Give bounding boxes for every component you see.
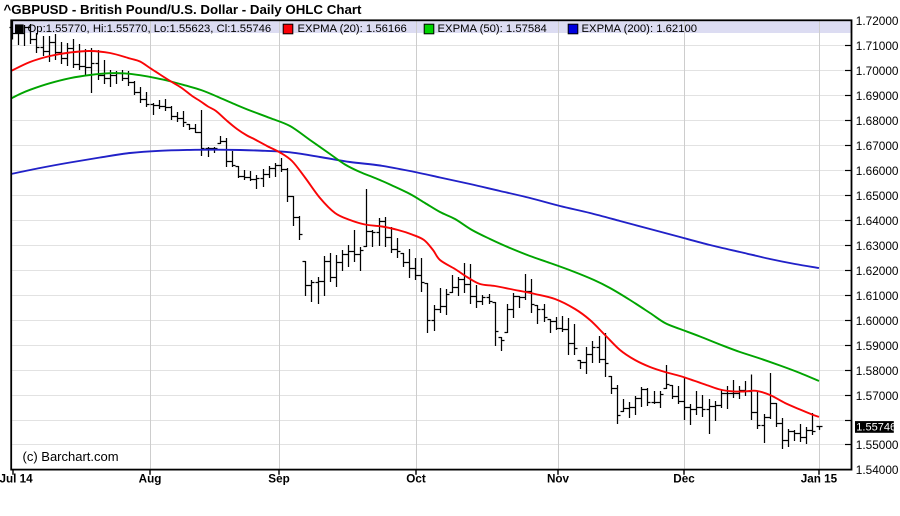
svg-text:Aug: Aug [139, 472, 162, 485]
svg-text:1.72000: 1.72000 [856, 14, 899, 28]
svg-text:EXPMA (50): 1.57584: EXPMA (50): 1.57584 [438, 23, 547, 35]
svg-text:1.61000: 1.61000 [856, 289, 899, 303]
svg-text:1.59000: 1.59000 [856, 339, 899, 353]
svg-text:EXPMA (20): 1.56166: EXPMA (20): 1.56166 [298, 23, 407, 35]
svg-text:1.67000: 1.67000 [856, 139, 899, 153]
svg-text:Oct: Oct [406, 472, 426, 485]
svg-text:1.57000: 1.57000 [856, 389, 899, 403]
svg-text:1.55000: 1.55000 [856, 438, 899, 452]
svg-text:(c) Barchart.com: (c) Barchart.com [23, 449, 119, 464]
svg-text:1.69000: 1.69000 [856, 89, 899, 103]
svg-text:1.58000: 1.58000 [856, 364, 899, 378]
svg-text:1.55746: 1.55746 [856, 422, 896, 434]
svg-text:Nov: Nov [547, 472, 570, 485]
svg-text:^GBPUSD - British Pound/U.S. D: ^GBPUSD - British Pound/U.S. Dollar - Da… [4, 2, 363, 17]
svg-text:1.68000: 1.68000 [856, 114, 899, 128]
svg-text:1.54000: 1.54000 [856, 463, 899, 477]
svg-text:1.62000: 1.62000 [856, 264, 899, 278]
svg-text:Dec: Dec [673, 472, 695, 485]
svg-text:Sep: Sep [268, 472, 289, 485]
svg-text:Jan 15: Jan 15 [801, 472, 838, 485]
svg-text:1.63000: 1.63000 [856, 239, 899, 253]
svg-text:Jul 14: Jul 14 [0, 472, 33, 485]
svg-text:1.60000: 1.60000 [856, 314, 899, 328]
svg-text:1.64000: 1.64000 [856, 214, 899, 228]
svg-text:EXPMA (200): 1.62100: EXPMA (200): 1.62100 [582, 23, 698, 35]
svg-text:Op:1.55770, Hi:1.55770, Lo:1.5: Op:1.55770, Hi:1.55770, Lo:1.55623, Cl:1… [28, 23, 272, 35]
svg-text:1.66000: 1.66000 [856, 164, 899, 178]
svg-text:1.65000: 1.65000 [856, 189, 899, 203]
svg-text:1.71000: 1.71000 [856, 39, 899, 53]
svg-text:1.70000: 1.70000 [856, 64, 899, 78]
